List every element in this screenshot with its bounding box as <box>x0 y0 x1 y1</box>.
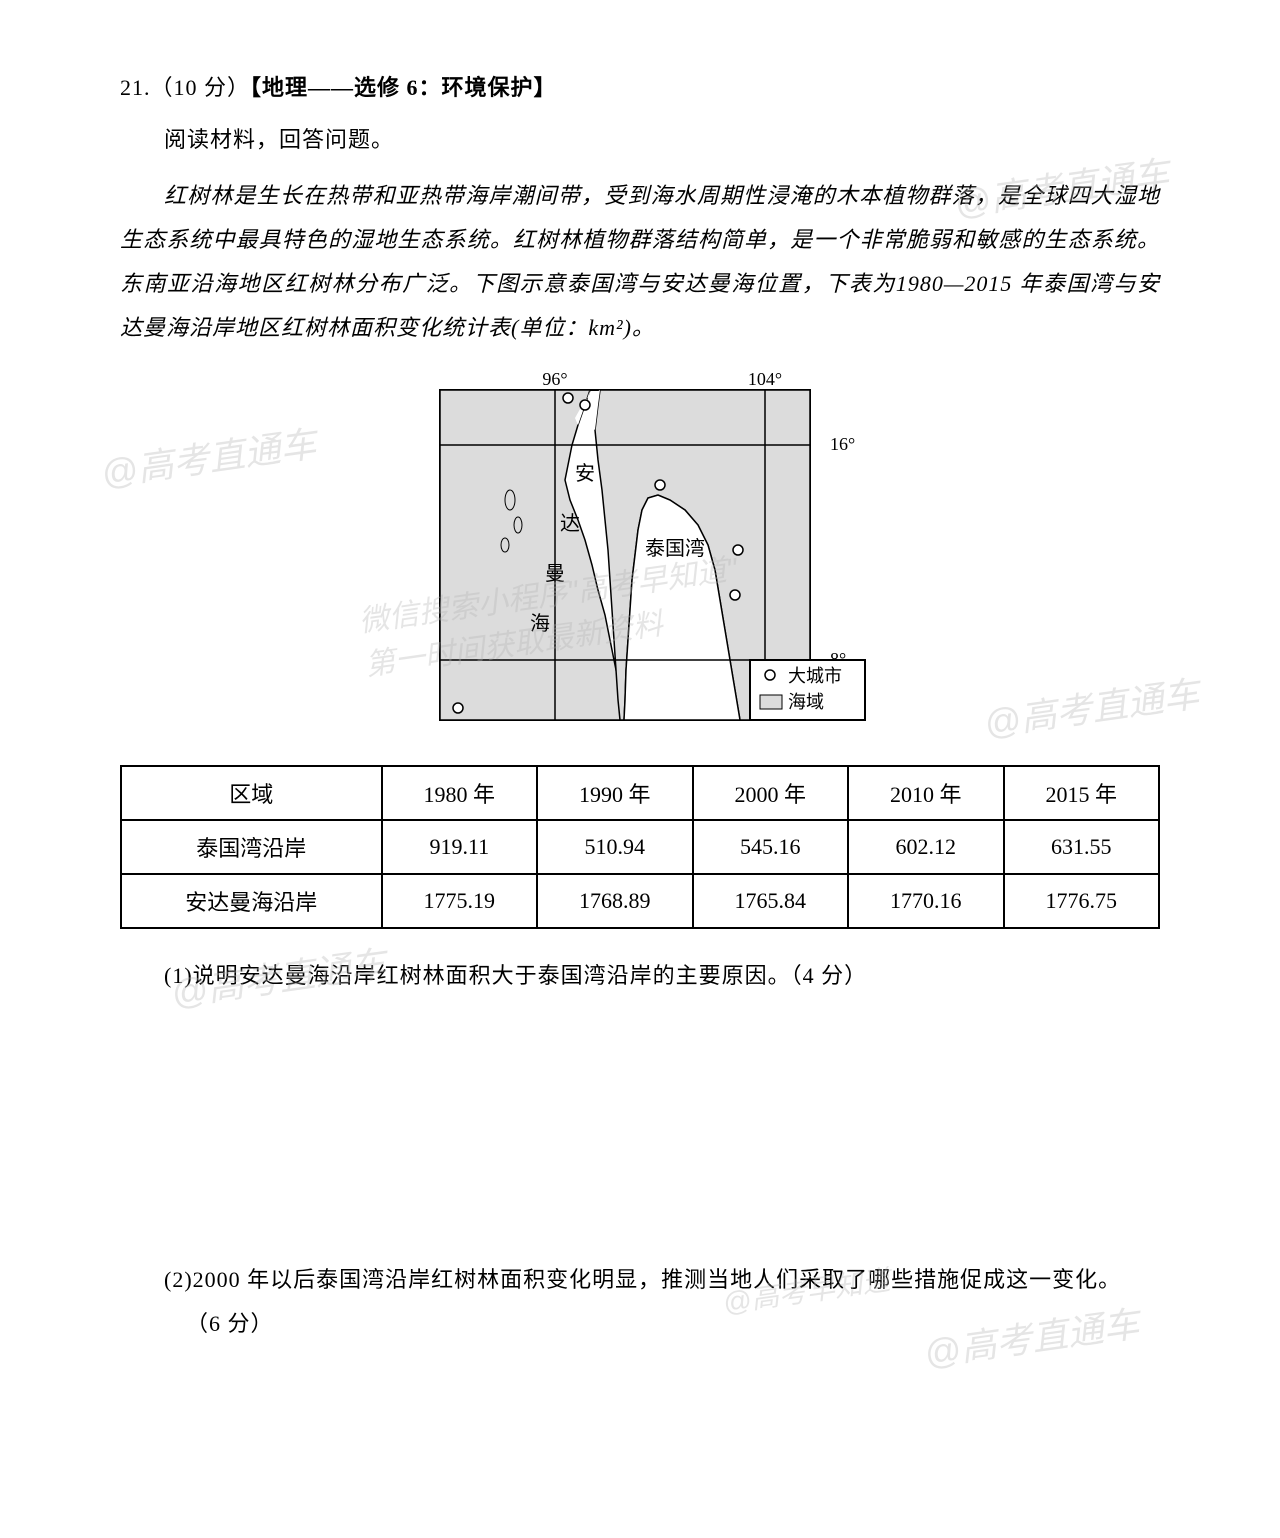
svg-text:104°: 104° <box>748 370 782 389</box>
svg-text:96°: 96° <box>542 370 567 389</box>
question-number: 21. <box>120 75 151 100</box>
table-header: 1980 年 <box>382 766 537 820</box>
table-header: 2015 年 <box>1004 766 1160 820</box>
table-header-row: 区域 1980 年 1990 年 2000 年 2010 年 2015 年 <box>121 766 1159 820</box>
table-header: 区域 <box>121 766 382 820</box>
table-cell: 545.16 <box>693 820 848 874</box>
question-passage: 红树林是生长在热带和亚热带海岸潮间带，受到海水周期性浸淹的木本植物群落，是全球四… <box>120 174 1160 350</box>
table-cell: 1770.16 <box>848 874 1003 928</box>
question-subject: 【地理——选修 6：环境保护】 <box>250 75 557 100</box>
question-prompt: 阅读材料，回答问题。 <box>120 122 1160 154</box>
subquestion-1: (1)说明安达曼海沿岸红树林面积大于泰国湾沿岸的主要原因。（4 分） <box>120 954 1160 998</box>
svg-text:16°: 16° <box>830 434 855 454</box>
table-cell: 510.94 <box>537 820 692 874</box>
table-cell: 1768.89 <box>537 874 692 928</box>
svg-text:海: 海 <box>530 612 550 635</box>
svg-text:泰国湾: 泰国湾 <box>645 537 705 560</box>
subquestion-2: (2)2000 年以后泰国湾沿岸红树林面积变化明显，推测当地人们采取了哪些措施促… <box>120 1258 1160 1346</box>
table-header: 1990 年 <box>537 766 692 820</box>
table-cell: 919.11 <box>382 820 537 874</box>
table-cell: 泰国湾沿岸 <box>121 820 382 874</box>
svg-text:海域: 海域 <box>788 692 824 712</box>
map-figure: 96° 104° 16° 8° 安 达 曼 海 泰国湾 大城市 海域 <box>120 370 1160 750</box>
table-cell: 602.12 <box>848 820 1003 874</box>
data-table: 区域 1980 年 1990 年 2000 年 2010 年 2015 年 泰国… <box>120 765 1160 929</box>
table-cell: 1776.75 <box>1004 874 1160 928</box>
question-points: （10 分） <box>151 75 251 100</box>
table-row: 泰国湾沿岸 919.11 510.94 545.16 602.12 631.55 <box>121 820 1159 874</box>
table-cell: 1775.19 <box>382 874 537 928</box>
svg-text:大城市: 大城市 <box>788 666 842 686</box>
table-cell: 1765.84 <box>693 874 848 928</box>
table-header: 2000 年 <box>693 766 848 820</box>
table-cell: 安达曼海沿岸 <box>121 874 382 928</box>
table-header: 2010 年 <box>848 766 1003 820</box>
svg-text:曼: 曼 <box>545 563 565 585</box>
question-header: 21.（10 分）【地理——选修 6：环境保护】 <box>120 70 1160 102</box>
svg-text:安: 安 <box>575 462 595 485</box>
map-svg: 96° 104° 16° 8° 安 达 曼 海 泰国湾 大城市 海域 <box>410 370 870 750</box>
svg-text:达: 达 <box>560 512 580 535</box>
table-row: 安达曼海沿岸 1775.19 1768.89 1765.84 1770.16 1… <box>121 874 1159 928</box>
table-cell: 631.55 <box>1004 820 1160 874</box>
